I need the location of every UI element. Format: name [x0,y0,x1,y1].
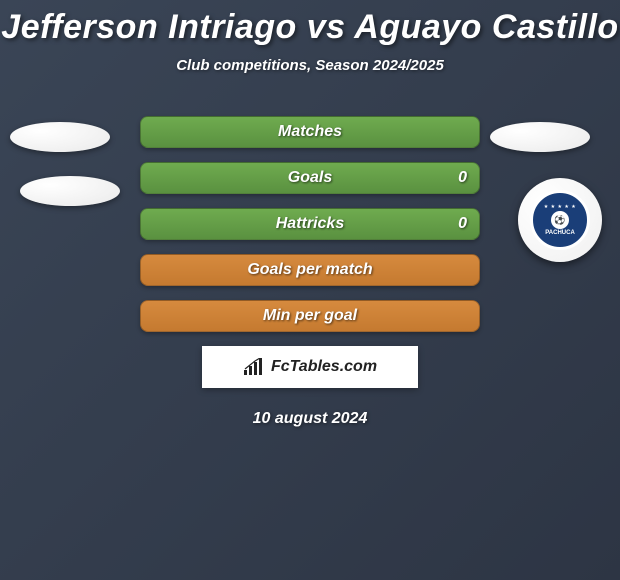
stat-label: Hattricks [276,215,344,233]
stat-bar: Hattricks 0 [140,208,480,240]
stat-bar: Goals 0 [140,162,480,194]
subtitle: Club competitions, Season 2024/2025 [0,57,620,74]
stat-label: Goals per match [247,261,372,279]
stat-value-right: 0 [458,215,467,233]
stat-bar: Matches [140,116,480,148]
stat-row-min-per-goal: Min per goal [0,300,620,332]
stat-label: Min per goal [263,307,357,325]
stat-row-hattricks: Hattricks 0 [0,208,620,240]
stats-container: Matches Goals 0 Hattricks 0 Goals per ma… [0,116,620,332]
footer-brand-card: FcTables.com [202,346,418,388]
stat-label: Matches [278,123,342,141]
footer-brand-text: FcTables.com [271,358,377,376]
stat-row-matches: Matches [0,116,620,148]
page-title: Jefferson Intriago vs Aguayo Castillo [0,0,620,47]
date-text: 10 august 2024 [0,410,620,428]
stat-bar: Min per goal [140,300,480,332]
stat-value-right: 0 [458,169,467,187]
stat-row-goals: Goals 0 [0,162,620,194]
stat-bar: Goals per match [140,254,480,286]
stat-row-goals-per-match: Goals per match [0,254,620,286]
stat-label: Goals [288,169,332,187]
bar-chart-icon [243,358,265,376]
